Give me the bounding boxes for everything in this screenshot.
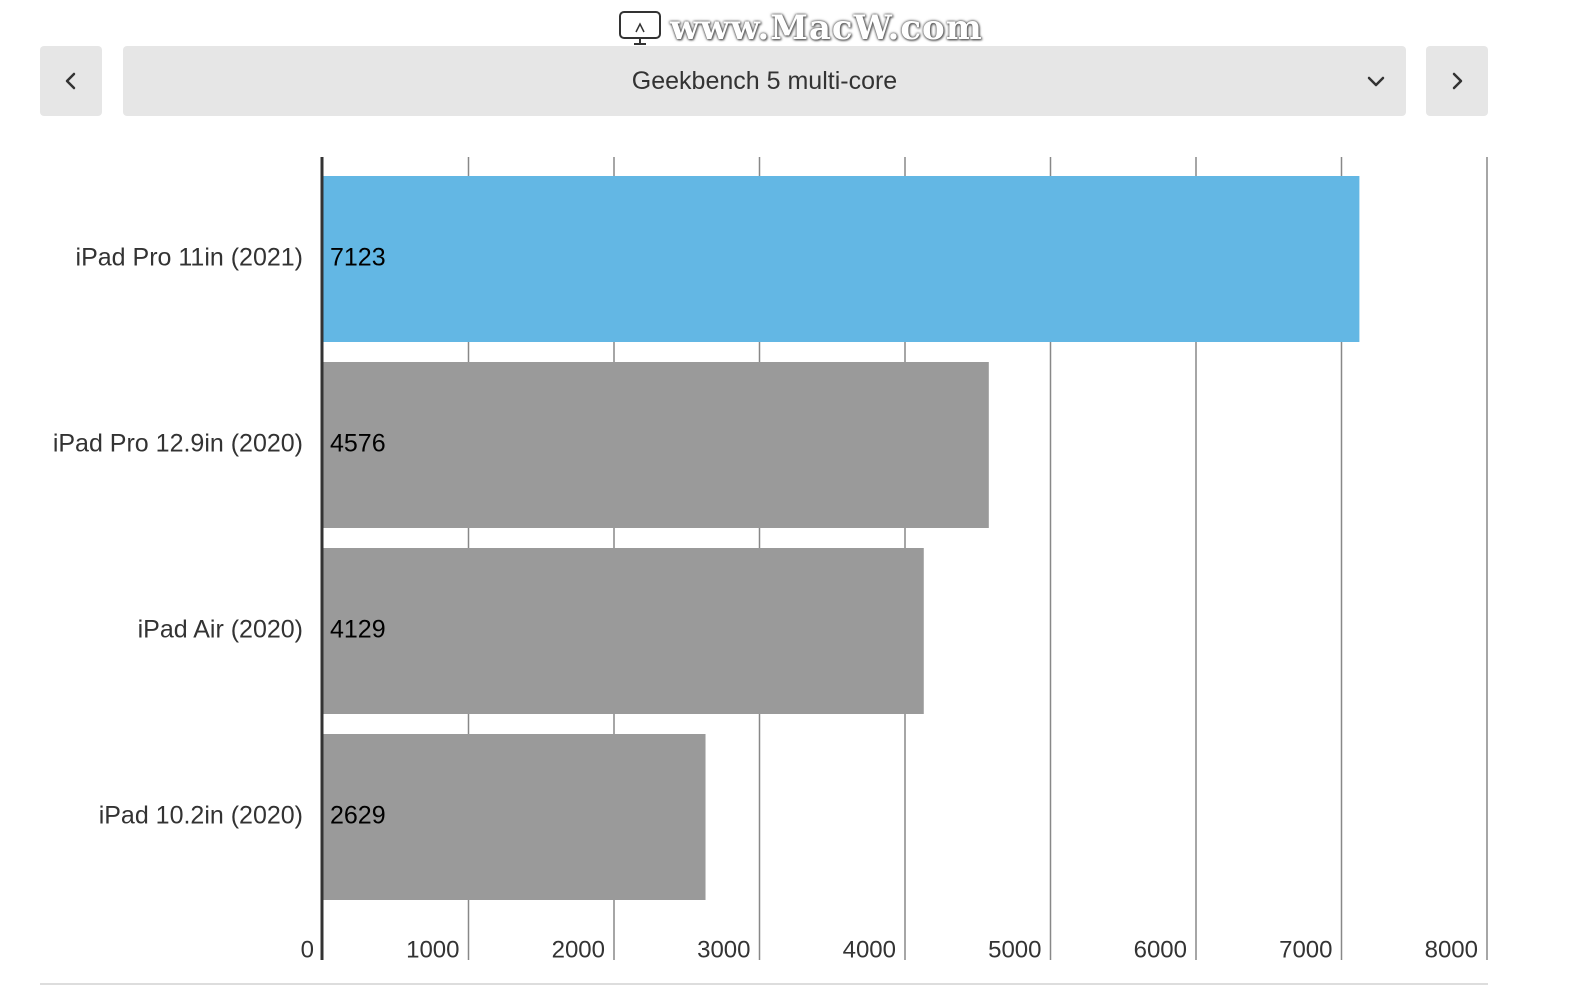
selector-label: Geekbench 5 multi-core [631,67,898,95]
data-label: 2629 [330,802,386,830]
tick-label: 7000 [1279,936,1332,963]
previous-chart-button[interactable] [40,46,102,116]
bottom-divider [40,983,1488,985]
data-label: 7123 [330,244,386,272]
tick-label: 1000 [406,936,459,963]
tick-label: 4000 [843,936,896,963]
bar [323,362,989,528]
category-label: iPad Pro 12.9in (2020) [53,430,303,458]
benchmark-selector[interactable]: Geekbench 5 multi-core [123,46,1406,116]
macw-logo-icon [619,11,661,45]
tick-label: 6000 [1134,936,1187,963]
watermark-text: www.MacW.com [670,8,983,48]
bar [323,548,924,714]
tick-label: 5000 [988,936,1041,963]
category-label: iPad Pro 11in (2021) [76,244,303,272]
chevron-right-icon [1452,72,1463,90]
next-chart-button[interactable] [1426,46,1488,116]
category-label: iPad Air (2020) [138,616,303,644]
bar [323,734,706,900]
tick-label: 3000 [697,936,750,963]
data-label: 4576 [330,430,386,458]
tick-label: 0 [301,936,314,963]
data-label: 4129 [330,616,386,644]
category-label: iPad 10.2in (2020) [99,802,303,830]
chevron-left-icon [65,72,76,90]
bar [323,176,1360,342]
tick-label: 2000 [552,936,605,963]
chevron-down-icon [1367,76,1385,87]
watermark: www.MacW.com [618,6,983,50]
tick-label: 8000 [1425,936,1478,963]
